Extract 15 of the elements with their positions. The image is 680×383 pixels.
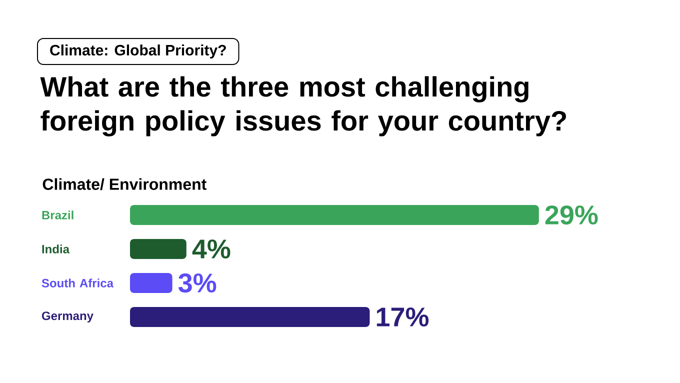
bar (130, 273, 172, 294)
y-tick-label: Brazil (42, 210, 74, 220)
text: Climate: Global Priority? (50, 44, 226, 58)
chart-subtitle: Climate/ Environment (42, 178, 206, 190)
bar (130, 239, 186, 260)
y-tick-label: India (42, 244, 70, 254)
data-label: 3% (178, 273, 216, 293)
bar (130, 307, 370, 327)
bar (130, 205, 539, 226)
data-label: 17% (376, 308, 429, 327)
y-tick-label: South Africa (42, 278, 114, 288)
data-label: 4% (192, 240, 230, 259)
chart-title: What are the three most challenging foreign policy issues for your country? (40, 76, 566, 136)
data-label: 29% (545, 205, 598, 225)
y-tick-label: Germany (42, 312, 94, 322)
